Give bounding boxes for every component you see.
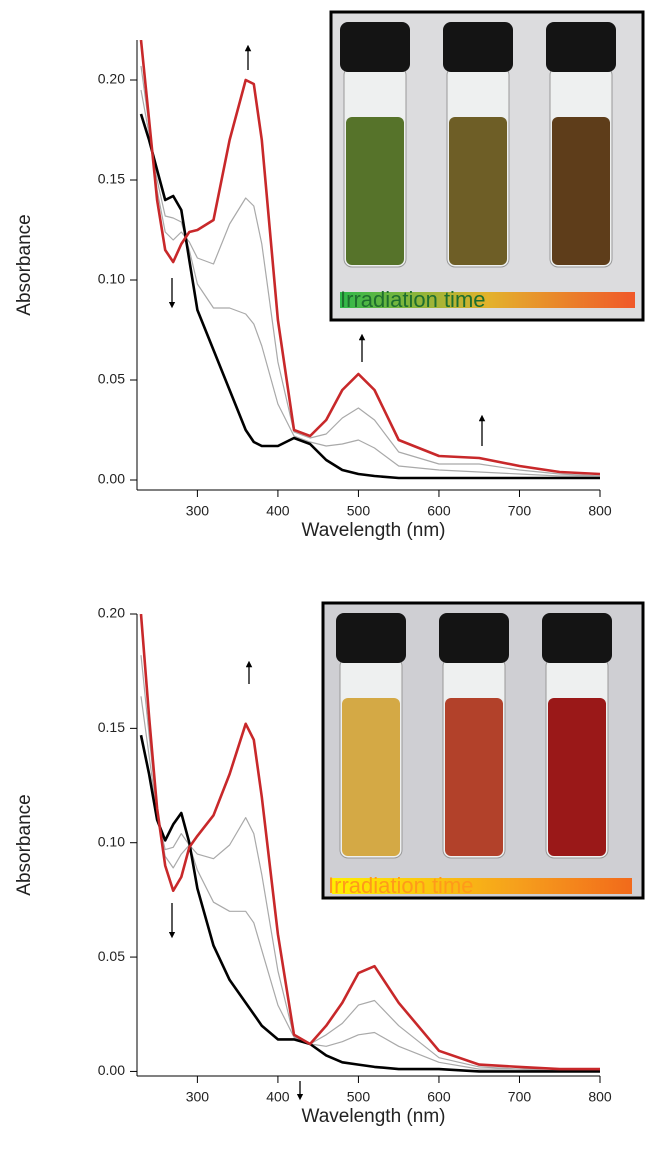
vial-liquid xyxy=(552,117,610,265)
vial-cap xyxy=(336,613,406,663)
vial-cap xyxy=(340,22,410,72)
y-tick-label: 0.00 xyxy=(98,1062,125,1078)
vial-cap xyxy=(542,613,612,663)
y-tick-label: 0.05 xyxy=(98,371,125,387)
y-tick-label: 0.10 xyxy=(98,271,125,287)
x-tick-label: 700 xyxy=(508,1089,532,1105)
y-axis-label: Absorbance xyxy=(14,214,35,315)
x-tick-label: 400 xyxy=(266,503,290,519)
y-tick-label: 0.10 xyxy=(98,833,125,849)
spectrum-line xyxy=(140,89,600,477)
x-tick-label: 800 xyxy=(588,1089,612,1105)
vial-liquid xyxy=(342,698,400,856)
annotation-arrow xyxy=(340,292,635,308)
spectrum-line xyxy=(139,614,600,1071)
x-tick-label: 400 xyxy=(266,1089,290,1105)
x-axis-label: Wavelength (nm) xyxy=(302,520,446,541)
y-tick-label: 0.05 xyxy=(98,948,125,964)
x-tick-label: 500 xyxy=(347,1089,371,1105)
spectrum-line xyxy=(140,65,600,477)
spectrum-line xyxy=(140,655,600,1070)
vial-cap xyxy=(439,613,509,663)
annotation: Irradiation time xyxy=(328,873,474,898)
spectrum-line xyxy=(139,113,600,480)
vial-liquid xyxy=(445,698,503,856)
vial-cap xyxy=(443,22,513,72)
x-tick-label: 300 xyxy=(186,503,210,519)
spectrum-line xyxy=(139,40,600,476)
y-tick-label: 0.15 xyxy=(98,171,125,187)
x-tick-label: 700 xyxy=(508,503,532,519)
y-tick-label: 0.20 xyxy=(98,605,125,621)
y-tick-label: 0.00 xyxy=(98,471,125,487)
y-tick-label: 0.20 xyxy=(98,71,125,87)
x-axis-label: Wavelength (nm) xyxy=(302,1106,446,1127)
vial-liquid xyxy=(548,698,606,856)
vial-liquid xyxy=(449,117,507,265)
y-tick-label: 0.15 xyxy=(98,719,125,735)
annotation: Irradiation time xyxy=(340,287,486,312)
annotation-arrow xyxy=(332,878,632,894)
spectrum-line xyxy=(140,696,600,1072)
vial-cap xyxy=(546,22,616,72)
x-tick-label: 800 xyxy=(588,503,612,519)
plot-lines xyxy=(139,614,600,1073)
plot-lines xyxy=(139,40,600,480)
y-axis-label: Absorbance xyxy=(14,794,35,895)
x-tick-label: 600 xyxy=(427,1089,451,1105)
x-tick-label: 600 xyxy=(427,503,451,519)
vial-liquid xyxy=(346,117,404,265)
x-tick-label: 500 xyxy=(347,503,371,519)
spectrum-line xyxy=(139,734,600,1073)
x-tick-label: 300 xyxy=(186,1089,210,1105)
